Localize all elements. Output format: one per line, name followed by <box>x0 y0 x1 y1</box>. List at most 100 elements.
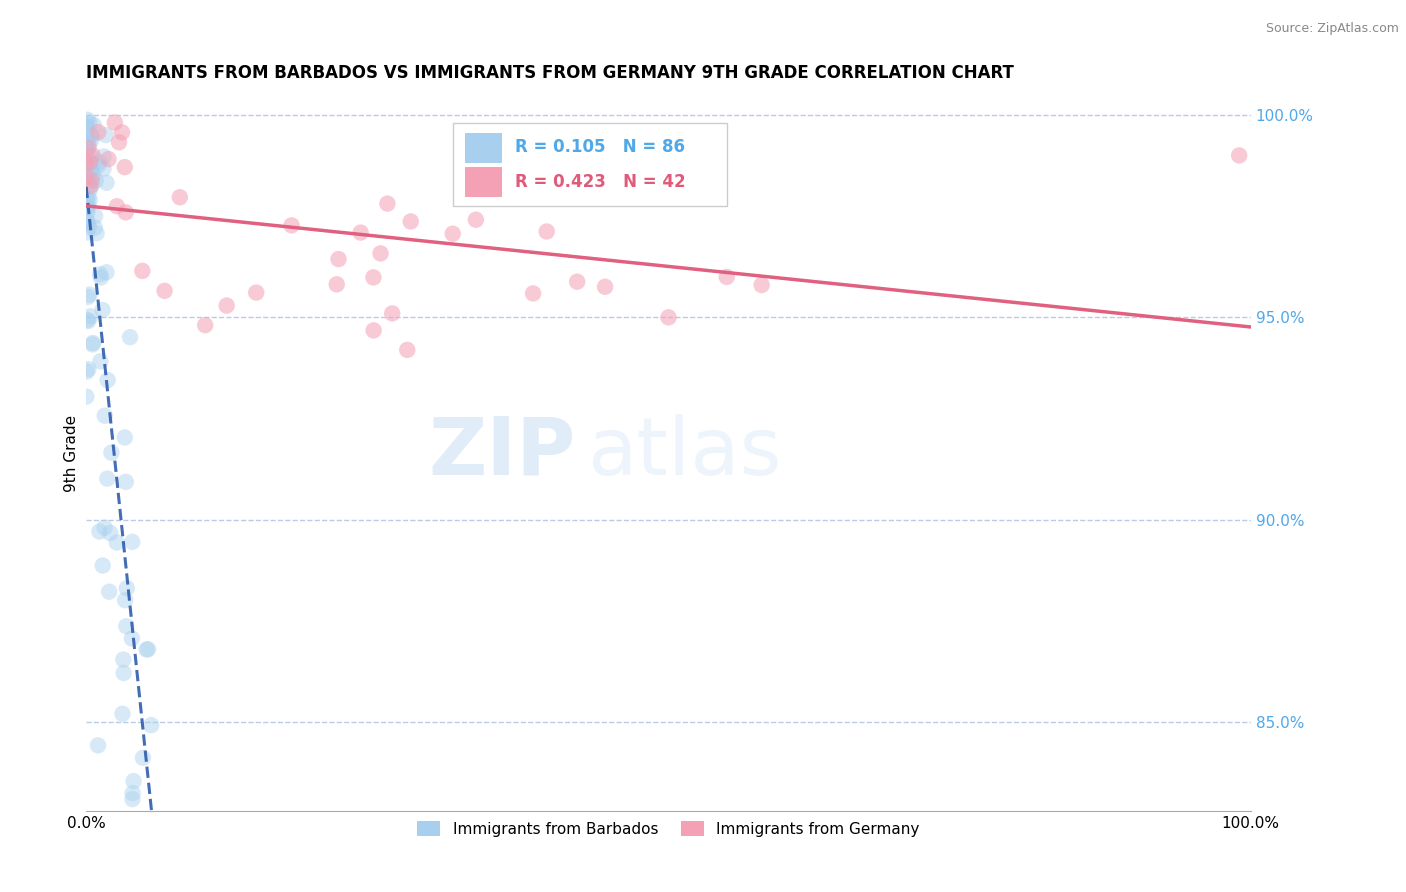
Point <box>76 112 98 127</box>
Point <box>79 115 101 129</box>
Point <box>111 706 134 721</box>
Point <box>121 632 143 646</box>
Text: R = 0.105   N = 86: R = 0.105 N = 86 <box>515 138 685 156</box>
Point <box>96 472 118 486</box>
Point <box>77 219 100 234</box>
Point <box>280 219 302 233</box>
Point <box>96 176 118 190</box>
Point <box>114 430 136 444</box>
Point <box>751 277 773 292</box>
Point <box>115 619 138 633</box>
Point <box>328 252 350 266</box>
Point <box>87 125 110 139</box>
Bar <box>464 167 502 197</box>
Text: ZIP: ZIP <box>427 414 575 492</box>
Point <box>80 133 103 147</box>
Point <box>77 198 100 212</box>
Point <box>80 162 103 177</box>
Point <box>82 337 104 351</box>
Point <box>90 270 112 285</box>
Point <box>76 135 98 149</box>
Point <box>84 174 107 188</box>
Point <box>93 409 115 423</box>
Point <box>399 214 422 228</box>
Point <box>370 246 392 260</box>
Point <box>363 270 385 285</box>
Point <box>121 786 143 800</box>
Point <box>82 168 104 182</box>
Bar <box>464 133 502 162</box>
Text: R = 0.423   N = 42: R = 0.423 N = 42 <box>515 173 685 191</box>
Text: atlas: atlas <box>586 414 782 492</box>
Point <box>77 141 100 155</box>
Point <box>80 178 103 192</box>
Point <box>93 161 115 176</box>
Point <box>79 179 101 194</box>
Point <box>80 173 103 187</box>
Legend: Immigrants from Barbados, Immigrants from Germany: Immigrants from Barbados, Immigrants fro… <box>412 815 925 843</box>
Point <box>100 445 122 459</box>
Point <box>169 190 191 204</box>
Y-axis label: 9th Grade: 9th Grade <box>65 415 79 491</box>
Point <box>76 226 98 240</box>
Point <box>83 220 105 235</box>
Point <box>77 137 100 152</box>
Point <box>76 117 98 131</box>
Point <box>80 128 103 143</box>
Point <box>79 193 101 207</box>
FancyBboxPatch shape <box>453 123 727 206</box>
Point <box>114 160 136 174</box>
Point <box>377 196 399 211</box>
Point <box>84 209 107 223</box>
Point <box>79 128 101 142</box>
Point <box>77 190 100 204</box>
Point <box>716 269 738 284</box>
Point <box>215 299 238 313</box>
Point <box>80 150 103 164</box>
Point <box>87 739 110 753</box>
Point <box>381 306 404 320</box>
Point <box>86 226 108 240</box>
Point <box>108 136 131 150</box>
Text: Source: ZipAtlas.com: Source: ZipAtlas.com <box>1265 22 1399 36</box>
Point <box>79 155 101 169</box>
Point <box>76 134 98 148</box>
Point <box>76 149 98 163</box>
Point <box>79 310 101 324</box>
Point <box>114 205 136 219</box>
Point <box>363 323 385 337</box>
Point <box>111 125 134 139</box>
Point <box>80 157 103 171</box>
Point <box>82 335 104 350</box>
Point <box>91 558 114 573</box>
Point <box>89 267 111 281</box>
Point <box>76 365 98 379</box>
Point <box>135 642 157 657</box>
Point <box>115 581 138 595</box>
Point <box>536 224 558 238</box>
Point <box>89 155 111 169</box>
Point <box>94 128 117 142</box>
Point <box>79 287 101 301</box>
Point <box>77 362 100 376</box>
Point <box>98 584 121 599</box>
Point <box>396 343 419 357</box>
Text: IMMIGRANTS FROM BARBADOS VS IMMIGRANTS FROM GERMANY 9TH GRADE CORRELATION CHART: IMMIGRANTS FROM BARBADOS VS IMMIGRANTS F… <box>86 64 1014 82</box>
Point <box>75 390 97 404</box>
Point <box>105 535 128 549</box>
Point <box>153 284 176 298</box>
Point <box>89 524 111 539</box>
Point <box>121 792 143 806</box>
Point <box>82 148 104 162</box>
Point <box>75 120 97 134</box>
Point <box>141 718 163 732</box>
Point <box>194 318 217 333</box>
Point <box>89 354 111 368</box>
Point <box>83 118 105 132</box>
Point <box>76 140 98 154</box>
Point <box>76 313 98 327</box>
Point <box>132 751 155 765</box>
Point <box>112 665 135 680</box>
Point <box>76 206 98 220</box>
Point <box>565 275 588 289</box>
